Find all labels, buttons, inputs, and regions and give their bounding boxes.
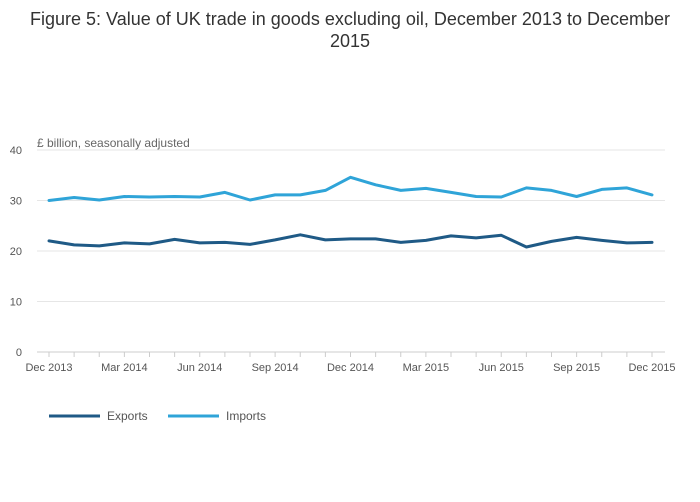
y-tick-label: 30 bbox=[10, 196, 22, 208]
series-layer bbox=[43, 171, 658, 253]
data-point-imports[interactable] bbox=[470, 190, 482, 202]
x-tick-label: Mar 2015 bbox=[403, 362, 449, 374]
y-tick-label: 20 bbox=[10, 246, 22, 258]
data-point-exports[interactable] bbox=[395, 236, 407, 248]
data-point-exports[interactable] bbox=[470, 232, 482, 244]
chart-title: Figure 5: Value of UK trade in goods exc… bbox=[29, 9, 671, 51]
x-tick-label: Dec 2015 bbox=[628, 362, 675, 374]
data-point-imports[interactable] bbox=[520, 182, 532, 194]
x-tick-label: Jun 2014 bbox=[177, 362, 222, 374]
data-point-imports[interactable] bbox=[219, 186, 231, 198]
legend-label-imports[interactable]: Imports bbox=[226, 409, 266, 423]
data-point-exports[interactable] bbox=[345, 233, 357, 245]
y-tick-label: 40 bbox=[10, 145, 22, 157]
data-point-exports[interactable] bbox=[571, 231, 583, 243]
data-point-imports[interactable] bbox=[118, 190, 130, 202]
data-point-exports[interactable] bbox=[520, 241, 532, 253]
data-point-exports[interactable] bbox=[43, 235, 55, 247]
legend: Exports Imports bbox=[49, 409, 266, 423]
data-point-imports[interactable] bbox=[395, 184, 407, 196]
data-point-exports[interactable] bbox=[118, 237, 130, 249]
data-point-imports[interactable] bbox=[319, 184, 331, 196]
data-point-imports[interactable] bbox=[370, 179, 382, 191]
data-point-exports[interactable] bbox=[169, 233, 181, 245]
y-tick-label: 0 bbox=[16, 347, 22, 359]
x-tick-label: Sep 2014 bbox=[252, 362, 299, 374]
data-point-imports[interactable] bbox=[420, 182, 432, 194]
y-axis: 0 10 20 30 40 bbox=[10, 145, 22, 359]
data-point-exports[interactable] bbox=[294, 229, 306, 241]
data-point-exports[interactable] bbox=[420, 234, 432, 246]
data-point-imports[interactable] bbox=[169, 190, 181, 202]
data-point-imports[interactable] bbox=[294, 189, 306, 201]
data-point-imports[interactable] bbox=[571, 190, 583, 202]
data-point-imports[interactable] bbox=[269, 189, 281, 201]
x-tick-label: Jun 2015 bbox=[479, 362, 524, 374]
data-point-imports[interactable] bbox=[144, 191, 156, 203]
data-point-imports[interactable] bbox=[194, 191, 206, 203]
data-point-imports[interactable] bbox=[495, 191, 507, 203]
data-point-imports[interactable] bbox=[68, 191, 80, 203]
data-point-exports[interactable] bbox=[194, 237, 206, 249]
data-point-exports[interactable] bbox=[93, 240, 105, 252]
data-point-exports[interactable] bbox=[244, 238, 256, 250]
data-point-exports[interactable] bbox=[445, 230, 457, 242]
x-tick-label: Dec 2014 bbox=[327, 362, 374, 374]
data-point-exports[interactable] bbox=[495, 229, 507, 241]
x-tick-label: Sep 2015 bbox=[553, 362, 600, 374]
data-point-exports[interactable] bbox=[144, 238, 156, 250]
data-point-imports[interactable] bbox=[546, 184, 558, 196]
data-point-imports[interactable] bbox=[646, 189, 658, 201]
series-line-imports bbox=[47, 175, 654, 202]
data-point-imports[interactable] bbox=[93, 194, 105, 206]
x-axis: Dec 2013 Mar 2014 Jun 2014 Sep 2014 Dec 2014… bbox=[25, 352, 676, 374]
data-point-imports[interactable] bbox=[621, 182, 633, 194]
data-point-exports[interactable] bbox=[646, 236, 658, 248]
y-tick-label: 10 bbox=[10, 297, 22, 309]
data-point-imports[interactable] bbox=[445, 186, 457, 198]
data-point-exports[interactable] bbox=[621, 237, 633, 249]
x-tick-label: Mar 2014 bbox=[101, 362, 147, 374]
data-point-exports[interactable] bbox=[68, 239, 80, 251]
unit-label: £ billion, seasonally adjusted bbox=[37, 136, 190, 150]
x-tick-label: Dec 2013 bbox=[25, 362, 72, 374]
legend-label-exports[interactable]: Exports bbox=[107, 409, 148, 423]
data-point-imports[interactable] bbox=[596, 183, 608, 195]
data-point-exports[interactable] bbox=[596, 234, 608, 246]
data-point-imports[interactable] bbox=[244, 194, 256, 206]
data-point-exports[interactable] bbox=[219, 236, 231, 248]
data-point-exports[interactable] bbox=[319, 234, 331, 246]
data-point-exports[interactable] bbox=[269, 234, 281, 246]
series-line-exports bbox=[47, 233, 654, 249]
data-point-imports[interactable] bbox=[345, 171, 357, 183]
data-point-imports[interactable] bbox=[43, 195, 55, 207]
data-point-exports[interactable] bbox=[370, 233, 382, 245]
data-point-exports[interactable] bbox=[546, 235, 558, 247]
